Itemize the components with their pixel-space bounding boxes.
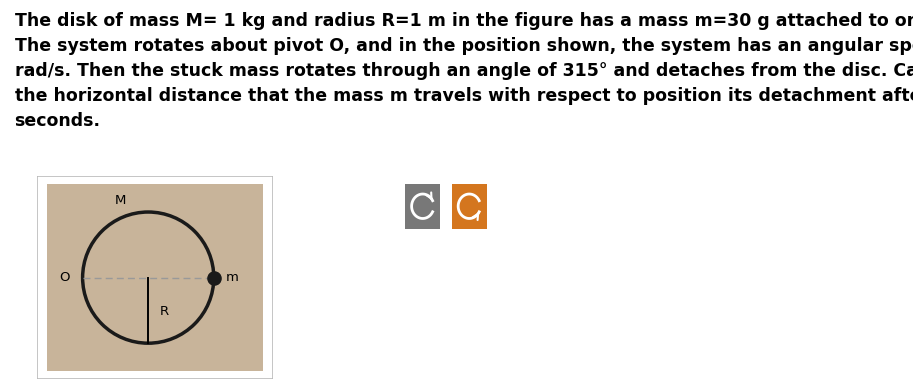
Text: M: M — [115, 194, 126, 207]
Text: R: R — [160, 305, 169, 318]
Text: O: O — [59, 271, 70, 284]
Text: The disk of mass M= 1 kg and radius R=1 m in the figure has a mass m=30 g attach: The disk of mass M= 1 kg and radius R=1 … — [15, 12, 913, 130]
Point — [206, 274, 221, 281]
Text: m: m — [226, 271, 238, 284]
